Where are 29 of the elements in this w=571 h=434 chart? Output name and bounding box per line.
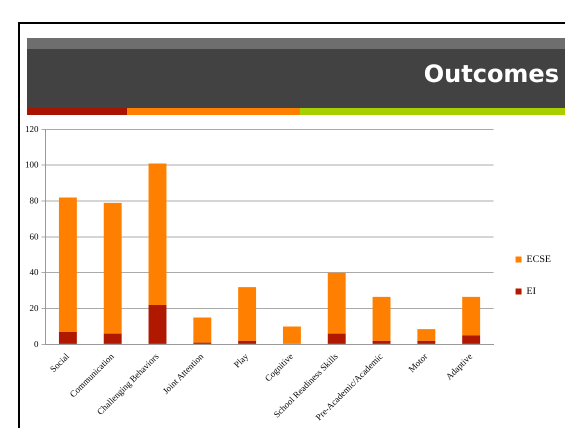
y-tick-label: 120 [25,124,39,134]
bar [58,197,77,332]
bar [372,296,390,341]
y-tick-label: 80 [30,195,39,206]
bar [104,334,122,344]
bar [58,332,77,344]
bar [462,335,480,344]
chart-title: Outcomes [424,60,559,88]
bar [328,334,346,344]
y-tick-label: 40 [30,267,39,278]
legend-label: ECSE [526,254,552,266]
y-tick-label: 60 [30,231,39,242]
y-tick-label: 0 [34,338,39,349]
x-tick-label: Play [232,350,251,370]
y-tick-label: 100 [25,160,39,170]
bar [238,340,256,344]
bar [282,326,301,344]
bar [238,287,256,341]
bar [193,318,212,343]
bar [148,304,166,344]
bar [104,202,122,334]
legend-label: EI [526,286,536,298]
bar [372,340,390,344]
bar [417,340,436,344]
bar [417,329,436,341]
bar [328,272,346,334]
bar [462,296,480,336]
y-tick-label: 20 [30,302,39,313]
bar [148,163,166,305]
